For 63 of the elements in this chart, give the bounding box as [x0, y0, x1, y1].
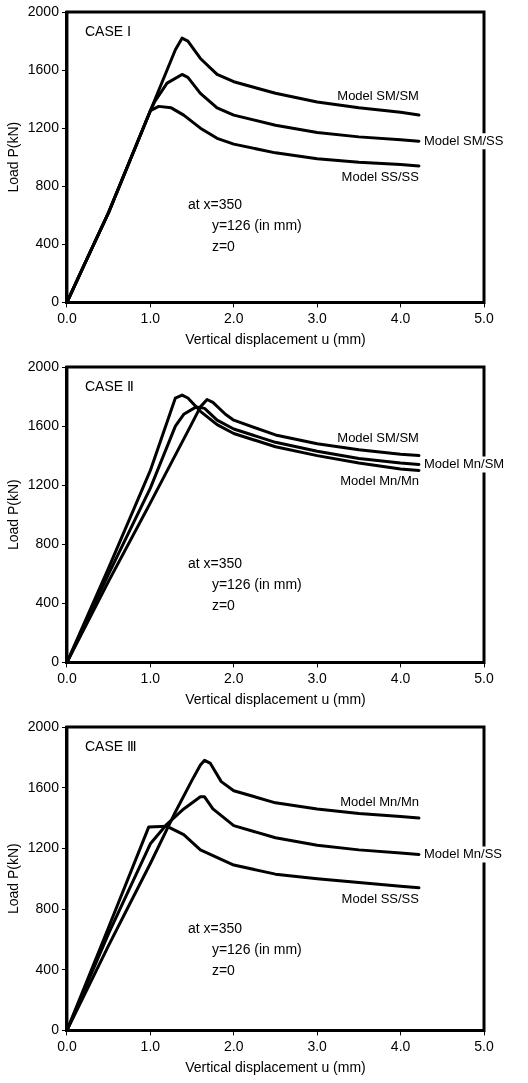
y-tick-label: 0 — [51, 653, 60, 670]
x-tick-label: 1.0 — [140, 669, 161, 686]
annotation: z=0 — [211, 962, 236, 979]
x-tick-label: 2.0 — [224, 669, 244, 686]
y-tick-label: 1600 — [27, 416, 60, 433]
y-tick-label: 400 — [35, 235, 60, 252]
x-axis-title: Vertical displacement u (mm) — [185, 331, 366, 348]
series-label: Model Mn/SS — [423, 846, 503, 862]
y-tick-label: 2000 — [27, 717, 60, 734]
annotation: z=0 — [211, 596, 236, 613]
y-tick-label: 0 — [51, 293, 60, 310]
y-tick-label: 400 — [35, 960, 60, 977]
series-label: Model SM/SM — [337, 87, 419, 103]
x-tick-label: 5.0 — [474, 669, 494, 686]
x-tick-label: 3.0 — [307, 1037, 328, 1054]
y-axis-title: Load P(kN) — [5, 479, 22, 551]
x-axis-title: Vertical displacement u (mm) — [185, 1059, 366, 1076]
annotation: z=0 — [211, 238, 236, 255]
series-label: Model SS/SS — [341, 890, 420, 906]
annotation: at x=350 — [187, 554, 243, 571]
x-tick-label: 0.0 — [57, 309, 77, 326]
y-tick-label: 400 — [35, 594, 60, 611]
y-tick-label: 1200 — [27, 839, 60, 856]
series-label: Model SM/SM — [337, 429, 419, 445]
text: CASE Ⅰ — [84, 23, 131, 39]
x-tick-label: 4.0 — [390, 1037, 411, 1054]
series-label: Model SM/SS — [423, 132, 504, 148]
y-tick-label: 800 — [35, 177, 60, 194]
x-tick-label: 3.0 — [307, 669, 328, 686]
x-tick-label: 4.0 — [390, 309, 411, 326]
y-tick-label: 2000 — [27, 357, 60, 374]
series-label: Model SS/SS — [341, 168, 420, 184]
y-axis-title: Load P(kN) — [5, 121, 22, 193]
x-tick-label: 0.0 — [57, 1037, 77, 1054]
x-tick-label: 5.0 — [474, 309, 494, 326]
text: CASE Ⅲ — [84, 738, 137, 754]
x-tick-label: 5.0 — [474, 1037, 494, 1054]
y-tick-label: 1200 — [27, 476, 60, 493]
y-tick-label: 0 — [51, 1021, 60, 1038]
y-tick-label: 800 — [35, 899, 60, 916]
annotation: at x=350 — [187, 196, 243, 213]
y-tick-label: 1600 — [27, 60, 60, 77]
text: CASE Ⅱ — [84, 378, 134, 394]
x-tick-label: 1.0 — [140, 1037, 161, 1054]
annotation: y=126 (in mm) — [211, 217, 302, 234]
series-label: Model Mn/SM — [423, 456, 505, 472]
x-tick-label: 2.0 — [224, 309, 244, 326]
annotation: y=126 (in mm) — [211, 575, 302, 592]
annotation: at x=350 — [187, 920, 243, 937]
x-tick-label: 2.0 — [224, 1037, 244, 1054]
series-label: Model Mn/Mn — [340, 793, 419, 809]
series-label: Model Mn/Mn — [340, 473, 419, 489]
x-tick-label: 1.0 — [140, 309, 161, 326]
y-tick-label: 2000 — [27, 2, 60, 19]
y-tick-label: 800 — [35, 535, 60, 552]
y-tick-label: 1200 — [27, 119, 60, 136]
x-tick-label: 3.0 — [307, 309, 328, 326]
x-tick-label: 4.0 — [390, 669, 411, 686]
x-tick-label: 0.0 — [57, 669, 77, 686]
y-axis-title: Load P(kN) — [5, 843, 22, 915]
annotation: y=126 (in mm) — [211, 941, 302, 958]
y-tick-label: 1600 — [27, 778, 60, 795]
x-axis-title: Vertical displacement u (mm) — [185, 691, 366, 708]
